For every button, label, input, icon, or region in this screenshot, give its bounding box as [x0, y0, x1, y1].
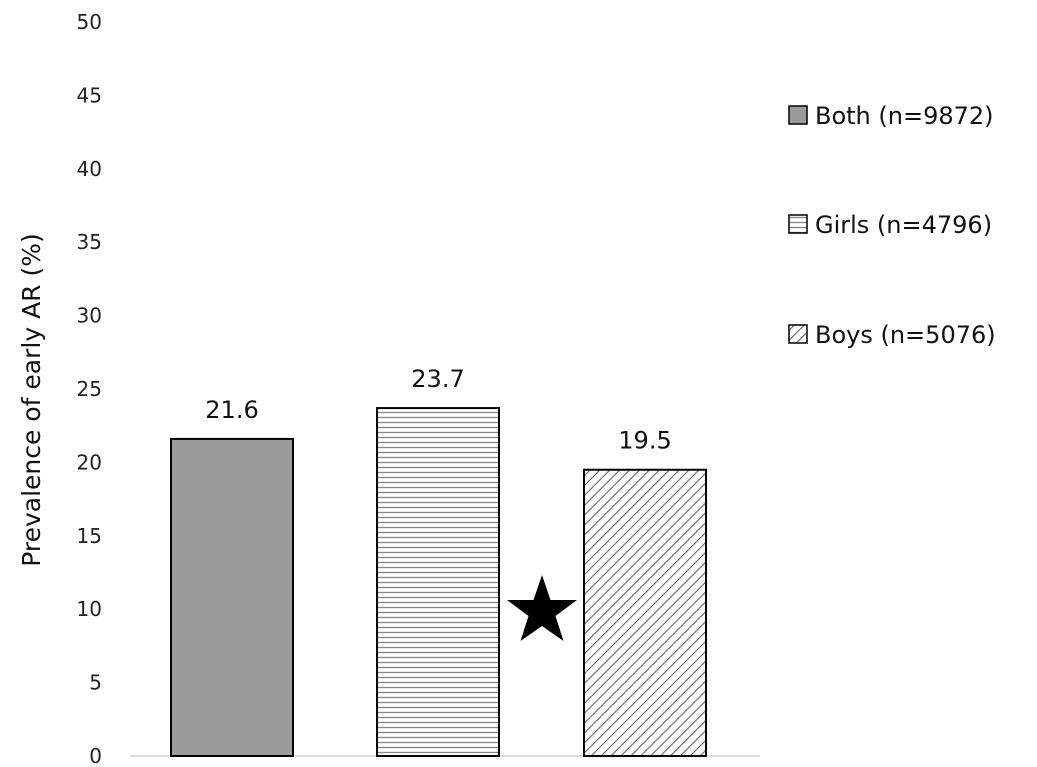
- y-axis-ticks: 0 5 10 15 20 25 30 35 40 45 50: [77, 10, 102, 767]
- data-label-both: 21.6: [205, 396, 258, 424]
- legend-label-both: Both (n=9872): [815, 102, 994, 130]
- bar-girls: [376, 407, 500, 757]
- legend-label-boys: Boys (n=5076): [815, 321, 996, 349]
- y-tick-label: 45: [77, 83, 102, 107]
- legend: Both (n=9872) Girls (n=4796) Boys (n=507…: [788, 102, 996, 349]
- y-tick-label: 20: [77, 450, 102, 474]
- legend-label-girls: Girls (n=4796): [815, 211, 992, 239]
- legend-swatch-boys: [788, 324, 808, 344]
- bars-group: [170, 407, 707, 757]
- y-tick-label: 15: [77, 524, 102, 548]
- data-label-boys: 19.5: [618, 427, 671, 455]
- y-tick-label: 25: [77, 377, 102, 401]
- star-icon: [507, 575, 577, 641]
- legend-swatch-both: [788, 105, 808, 125]
- y-tick-label: 50: [77, 10, 102, 34]
- y-tick-label: 35: [77, 230, 102, 254]
- bar-both: [170, 437, 294, 757]
- bar-boys: [583, 468, 707, 757]
- y-tick-label: 40: [77, 157, 102, 181]
- y-axis-label: Prevalence of early AR (%): [17, 233, 46, 567]
- data-label-girls: 23.7: [411, 365, 464, 393]
- y-tick-label: 0: [89, 744, 102, 767]
- y-tick-label: 10: [77, 597, 102, 621]
- y-tick-label: 5: [89, 671, 102, 695]
- y-tick-label: 30: [77, 304, 102, 328]
- legend-swatch-girls: [788, 214, 808, 234]
